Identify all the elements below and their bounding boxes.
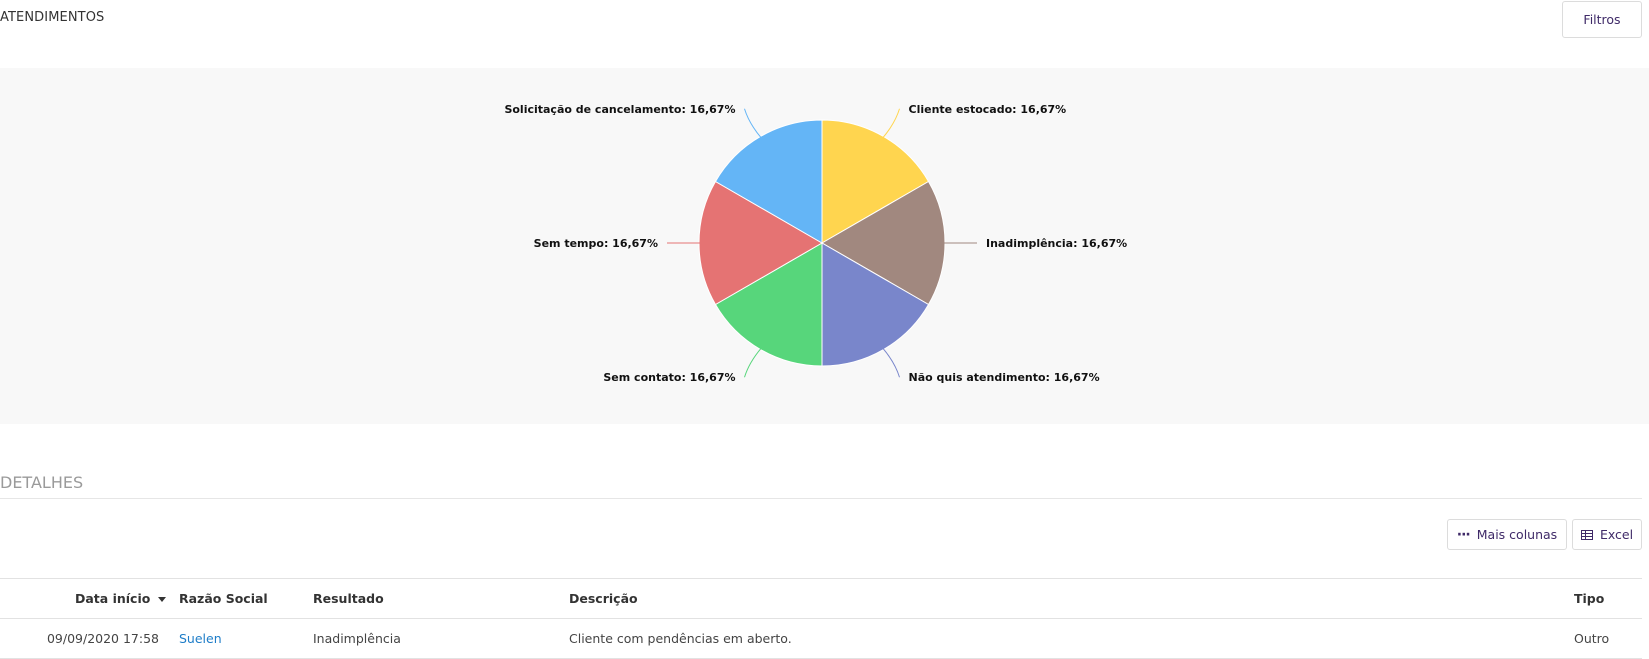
pie-slice-label: Cliente estocado: 16,67%: [909, 103, 1067, 116]
excel-label: Excel: [1599, 527, 1634, 542]
pie-chart: Cliente estocado: 16,67% Inadimplência: 1…: [504, 103, 1127, 384]
more-columns-label: Mais colunas: [1476, 527, 1558, 542]
cell-description: Cliente com pendências em aberto.: [569, 631, 792, 646]
column-header-company[interactable]: Razão Social: [179, 591, 268, 606]
pie-label-connector: [882, 108, 900, 139]
cell-type: Outro: [1574, 631, 1610, 646]
pie-slice-label: Sem tempo: 16,67%: [534, 237, 658, 250]
table-icon: [1580, 529, 1593, 540]
pie-slice-label: Solicitação de cancelamento: 16,67%: [504, 103, 735, 116]
pie-slice-label: Sem contato: 16,67%: [603, 371, 735, 384]
pie-label-connector: [744, 108, 762, 139]
cell-company-link[interactable]: Suelen: [179, 631, 222, 646]
pie-label-connector: [882, 347, 900, 378]
chart-panel: Cliente estocado: 16,67% Inadimplência: 1…: [0, 68, 1649, 424]
dots-icon: ···: [1456, 526, 1471, 543]
more-columns-button[interactable]: ··· Mais colunas: [1447, 519, 1567, 550]
column-header-type[interactable]: Tipo: [1574, 591, 1605, 606]
filters-button[interactable]: Filtros: [1562, 1, 1642, 38]
section-divider: [0, 498, 1642, 499]
column-header-date[interactable]: Data início: [75, 579, 167, 618]
column-header-result[interactable]: Resultado: [313, 591, 384, 606]
details-table: Data início Razão Social Resultado Descr…: [0, 578, 1642, 659]
column-header-description[interactable]: Descrição: [569, 591, 638, 606]
cell-date: 09/09/2020 17:58: [46, 631, 159, 646]
cell-result: Inadimplência: [313, 631, 401, 646]
excel-button[interactable]: Excel: [1572, 519, 1642, 550]
page-title: ATENDIMENTOS: [0, 10, 105, 25]
column-header-date-label: Data início: [75, 591, 151, 606]
pie-label-connector: [744, 347, 762, 378]
pie-slice-label: Inadimplência: 16,67%: [986, 237, 1127, 250]
sort-desc-icon: [158, 597, 167, 602]
table-header-row: Data início Razão Social Resultado Descr…: [0, 578, 1642, 618]
pie-slice-label: Não quis atendimento: 16,67%: [909, 371, 1100, 384]
table-row[interactable]: 09/09/2020 17:58 Suelen Inadimplência Cl…: [0, 618, 1642, 659]
details-title: DETALHES: [0, 473, 84, 492]
